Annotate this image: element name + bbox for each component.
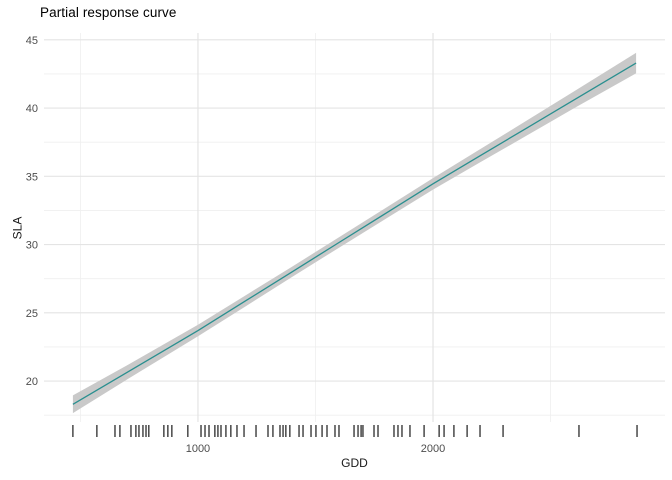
x-tick-label: 2000 [421,443,445,455]
x-tick-label: 1000 [186,443,210,455]
y-tick-label: 45 [26,35,38,47]
chart-title: Partial response curve [40,5,177,20]
response-line [72,62,637,405]
y-tick-label: 40 [26,103,38,115]
y-tick-label: 25 [26,308,38,320]
x-axis-title: GDD [341,456,368,470]
y-axis-title: SLA [10,216,25,240]
y-tick-label: 20 [26,376,38,388]
y-tick-label: 30 [26,240,38,252]
y-tick-label: 35 [26,171,38,183]
